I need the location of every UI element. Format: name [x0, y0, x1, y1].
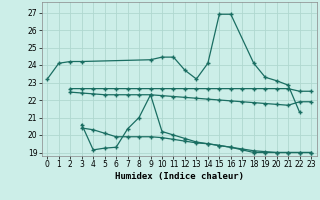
X-axis label: Humidex (Indice chaleur): Humidex (Indice chaleur) — [115, 172, 244, 181]
